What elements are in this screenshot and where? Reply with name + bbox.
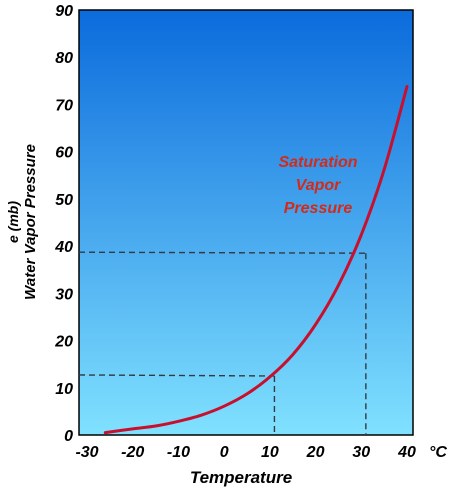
annotation-line: Saturation <box>278 154 357 171</box>
x-tick-label: 40 <box>397 444 416 461</box>
series-layer <box>103 85 409 435</box>
y-tick-label: 0 <box>64 428 73 445</box>
annotation-line: Vapor <box>296 177 342 194</box>
plot-area <box>78 9 414 436</box>
y-tick-label: 10 <box>55 381 73 398</box>
y-tick-label: 80 <box>55 50 73 67</box>
x-axis-title: Temperature <box>190 468 292 487</box>
y-tick-labels: 0 10 20 30 40 50 60 70 80 90 <box>54 3 73 445</box>
x-tick-label: -20 <box>121 444 144 461</box>
y-tick-label: 90 <box>55 3 73 20</box>
y-tick-label: 70 <box>55 97 73 114</box>
annotation: Saturation Vapor Pressure <box>278 154 357 217</box>
x-tick-label: -30 <box>75 444 98 461</box>
x-tick-label: -10 <box>167 444 190 461</box>
reference-lines <box>78 251 367 435</box>
annotation-line: Pressure <box>284 200 353 217</box>
y-tick-label: 20 <box>54 334 73 351</box>
y-axis-unit: e (mb) <box>5 201 21 243</box>
x-tick-label: 0 <box>220 444 229 461</box>
x-tick-labels: -30 -20 -10 0 10 20 30 40 <box>75 444 416 461</box>
reference-line <box>78 374 276 435</box>
y-tick-label: 30 <box>55 286 73 303</box>
vapor-pressure-curve <box>103 85 409 435</box>
x-unit-label: °C <box>429 444 447 461</box>
y-axis-title: Water Vapor Pressure <box>22 144 39 300</box>
x-tick-label: 30 <box>352 444 370 461</box>
y-tick-label: 40 <box>54 239 73 256</box>
x-tick-label: 10 <box>261 444 279 461</box>
y-tick-label: 60 <box>55 145 73 162</box>
y-tick-label: 50 <box>55 192 73 209</box>
x-tick-label: 20 <box>306 444 325 461</box>
reference-line <box>78 251 367 435</box>
